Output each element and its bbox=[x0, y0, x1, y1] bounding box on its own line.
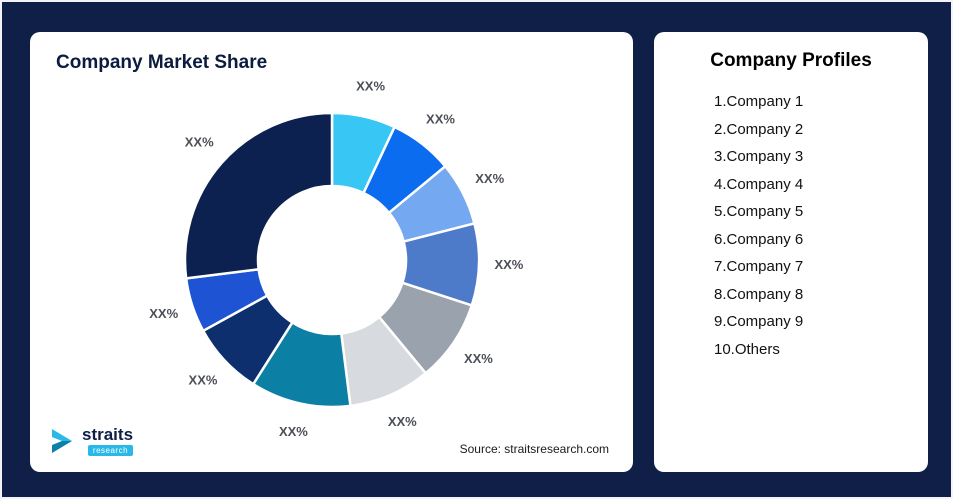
profiles-title: Company Profiles bbox=[710, 50, 872, 71]
segment-label: XX% bbox=[388, 414, 417, 429]
straits-research-logo: straits research bbox=[50, 425, 134, 456]
logo-subtitle: research bbox=[87, 445, 134, 456]
profile-item: 8.Company 8 bbox=[714, 285, 804, 303]
source-note: Source: straitsresearch.com bbox=[459, 442, 609, 456]
segment-label: XX% bbox=[185, 134, 214, 149]
profile-item: 7.Company 7 bbox=[714, 258, 804, 275]
profile-item: 6.Company 6 bbox=[714, 230, 804, 248]
market-share-card: Company Market Share XX% XX% XX% XX% XX% XX% X… bbox=[30, 32, 633, 472]
profile-item: 1.Company 1 bbox=[714, 93, 804, 110]
segment-label: XX% bbox=[426, 112, 455, 127]
company-profiles-card: Company Profiles 1.Company 1 2.Company 2… bbox=[654, 32, 928, 472]
segment-label: XX% bbox=[494, 257, 523, 272]
straits-arrow-icon bbox=[52, 429, 72, 453]
segment-label: XX% bbox=[464, 351, 493, 366]
profile-item: 9.Company 9 bbox=[714, 313, 804, 330]
segment-label: XX% bbox=[279, 424, 308, 439]
profile-item: 2.Company 2 bbox=[714, 120, 804, 138]
profile-item: 5.Company 5 bbox=[714, 203, 804, 220]
segment-label: XX% bbox=[149, 306, 178, 321]
profiles-list: 1.Company 1 2.Company 2 3.Company 3 4.Co… bbox=[654, 88, 928, 363]
profile-item: 4.Company 4 bbox=[714, 175, 804, 193]
profile-item: 3.Company 3 bbox=[714, 148, 804, 165]
logo-name: straits bbox=[82, 425, 134, 444]
chart-title: Company Market Share bbox=[56, 52, 268, 73]
donut-segment bbox=[183, 111, 334, 280]
logo-text: straits research bbox=[82, 425, 134, 456]
segment-label: XX% bbox=[189, 373, 218, 388]
segment-label: XX% bbox=[475, 171, 504, 186]
segment-label: XX% bbox=[356, 79, 385, 94]
donut-chart: XX% XX% XX% XX% XX% XX% XX% XX% XX% XX% bbox=[149, 79, 524, 439]
profile-item: 10.Others bbox=[714, 340, 780, 358]
